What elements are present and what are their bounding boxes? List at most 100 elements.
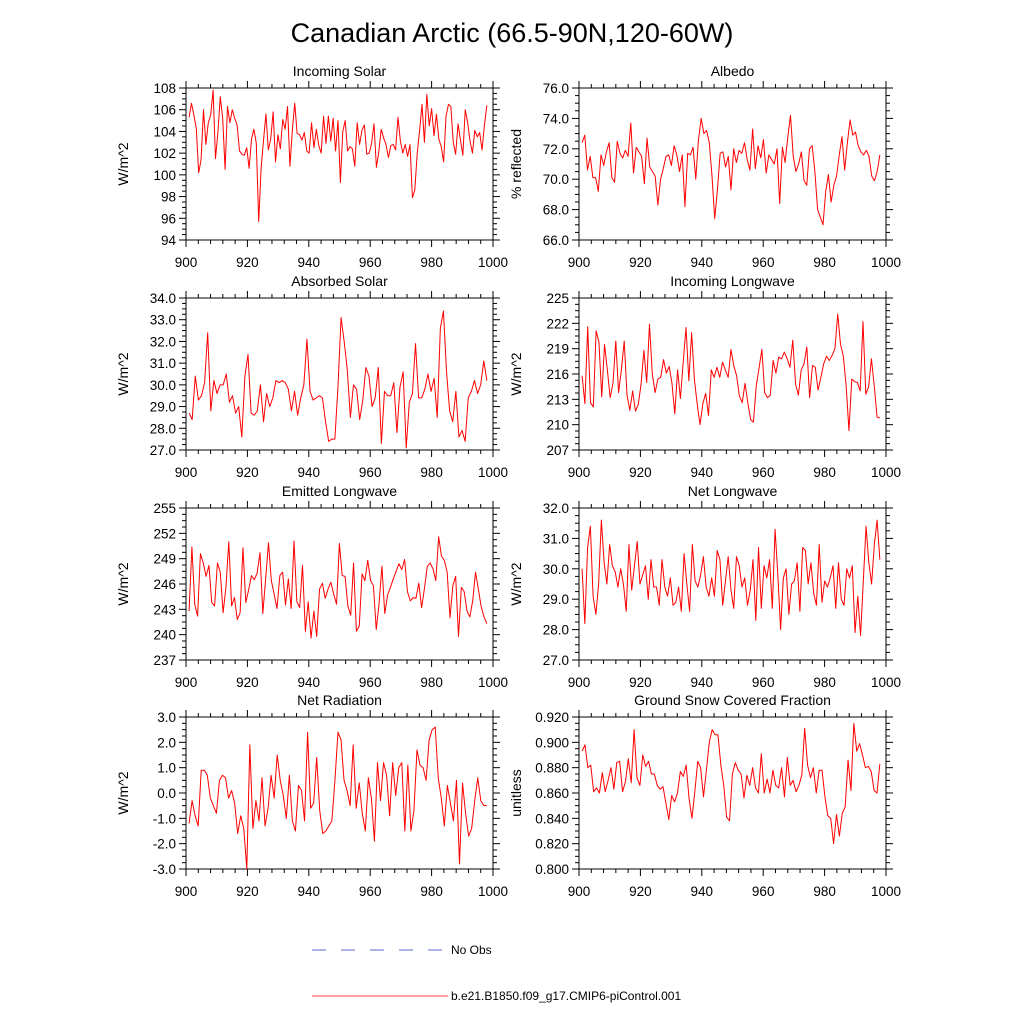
panel-title: Albedo — [711, 63, 755, 79]
x-tick-label: 940 — [298, 675, 321, 690]
series-line — [188, 89, 488, 223]
y-tick-label: 28.0 — [150, 421, 176, 436]
x-tick-label: 980 — [420, 465, 443, 480]
x-tick-label: 1000 — [871, 884, 901, 899]
x-tick-label: 960 — [359, 675, 382, 690]
y-tick-label: 94 — [161, 233, 177, 248]
y-tick-label: 225 — [546, 291, 569, 306]
y-tick-label: 0.820 — [535, 837, 569, 852]
plot-frame — [578, 716, 887, 870]
plot-frame — [185, 507, 494, 661]
y-tick-label: -2.0 — [153, 837, 176, 852]
x-tick-label: 960 — [752, 465, 775, 480]
panels: Incoming Solar 900 920 940 960 980 1000 94 96 98 1… — [115, 63, 901, 899]
y-tick-label: 102 — [153, 146, 176, 161]
x-tick-label: 920 — [236, 675, 259, 690]
x-tick-label: 960 — [752, 255, 775, 270]
y-tick-label: 0.900 — [535, 735, 569, 750]
x-tick-label: 920 — [629, 465, 652, 480]
x-tick-label: 1000 — [478, 675, 508, 690]
y-tick-label: 219 — [546, 342, 569, 357]
y-tick-label: 243 — [153, 602, 176, 617]
y-tick-label: 32.0 — [150, 334, 176, 349]
y-tick-label: 0.840 — [535, 811, 569, 826]
y-tick-label: 66.0 — [543, 233, 569, 248]
x-tick-label: 900 — [568, 255, 591, 270]
x-tick-label: 1000 — [871, 255, 901, 270]
panel-title: Incoming Solar — [293, 63, 387, 79]
y-axis-label: W/m^2 — [115, 142, 131, 185]
x-tick-label: 900 — [175, 675, 198, 690]
y-tick-label: 104 — [153, 124, 176, 139]
panel-absorbed-solar: Absorbed Solar 900 920 940 960 980 1000 27.0 28.… — [115, 273, 508, 480]
y-tick-label: 222 — [546, 316, 569, 331]
legend-no-obs-label: No Obs — [451, 943, 492, 957]
x-tick-label: 1000 — [478, 255, 508, 270]
x-tick-label: 920 — [236, 884, 259, 899]
x-tick-label: 960 — [359, 255, 382, 270]
panel-title: Ground Snow Covered Fraction — [634, 692, 831, 708]
y-tick-label: -1.0 — [153, 811, 176, 826]
y-tick-label: 27.0 — [150, 443, 176, 458]
panel-incoming-longwave: Incoming Longwave 900 920 940 960 980 1000 207 2… — [508, 273, 901, 480]
y-tick-label: 0.800 — [535, 862, 569, 877]
y-tick-label: 0.880 — [535, 761, 569, 776]
x-tick-label: 980 — [813, 675, 836, 690]
x-tick-label: 1000 — [871, 675, 901, 690]
y-tick-label: 70.0 — [543, 172, 569, 187]
plot-frame — [578, 297, 887, 451]
x-tick-label: 940 — [691, 675, 714, 690]
series-line — [188, 726, 487, 870]
y-tick-label: 68.0 — [543, 203, 569, 218]
x-tick-label: 980 — [813, 465, 836, 480]
x-tick-label: 900 — [175, 255, 198, 270]
series-line — [581, 519, 881, 637]
x-tick-label: 980 — [420, 884, 443, 899]
y-tick-label: 106 — [153, 103, 176, 118]
y-axis-label: W/m^2 — [115, 771, 131, 814]
y-axis-label: W/m^2 — [508, 562, 524, 605]
series-line — [188, 536, 488, 639]
y-axis-label: unitless — [508, 769, 524, 816]
x-tick-label: 980 — [420, 675, 443, 690]
y-axis-label: W/m^2 — [115, 562, 131, 605]
y-axis-label: W/m^2 — [508, 352, 524, 395]
y-tick-label: 74.0 — [543, 111, 569, 126]
panel-net-longwave: Net Longwave 900 920 940 960 980 1000 27.0 28.0 2… — [508, 483, 901, 690]
y-tick-label: 216 — [546, 367, 569, 382]
panel-ground-snow-covered-fraction: Ground Snow Covered Fraction 900 920 940 960… — [508, 692, 901, 899]
y-tick-label: 28.0 — [543, 623, 569, 638]
series-line — [581, 114, 881, 226]
x-tick-label: 940 — [691, 255, 714, 270]
y-tick-label: 34.0 — [150, 291, 176, 306]
y-tick-label: 207 — [546, 443, 569, 458]
x-tick-label: 940 — [691, 465, 714, 480]
y-tick-label: 0.920 — [535, 710, 569, 725]
y-tick-label: 27.0 — [543, 653, 569, 668]
figure-title: Canadian Arctic (66.5-90N,120-60W) — [291, 18, 734, 48]
series-line — [581, 722, 881, 845]
y-tick-label: 246 — [153, 577, 176, 592]
panel-title: Incoming Longwave — [670, 273, 795, 289]
x-tick-label: 900 — [568, 884, 591, 899]
panel-emitted-longwave: Emitted Longwave 900 920 940 960 980 1000 237 24… — [115, 483, 508, 690]
x-tick-label: 900 — [175, 465, 198, 480]
panel-title: Net Radiation — [297, 692, 382, 708]
x-tick-label: 1000 — [871, 465, 901, 480]
panel-net-radiation: Net Radiation 900 920 940 960 980 1000 -3.0 -2.0… — [115, 692, 508, 899]
y-tick-label: 31.0 — [150, 356, 176, 371]
y-tick-label: 72.0 — [543, 142, 569, 157]
y-tick-label: 31.0 — [543, 531, 569, 546]
y-tick-label: 2.0 — [157, 735, 176, 750]
y-tick-label: 96 — [161, 211, 176, 226]
series-line — [581, 313, 881, 432]
legend-model-label: b.e21.B1850.f09_g17.CMIP6-piControl.001 — [451, 989, 681, 1003]
x-tick-label: 920 — [629, 884, 652, 899]
x-tick-label: 1000 — [478, 465, 508, 480]
y-tick-label: 213 — [546, 392, 569, 407]
x-tick-label: 940 — [298, 465, 321, 480]
y-tick-label: 3.0 — [157, 710, 176, 725]
y-tick-label: 98 — [161, 190, 176, 205]
x-tick-label: 900 — [568, 675, 591, 690]
